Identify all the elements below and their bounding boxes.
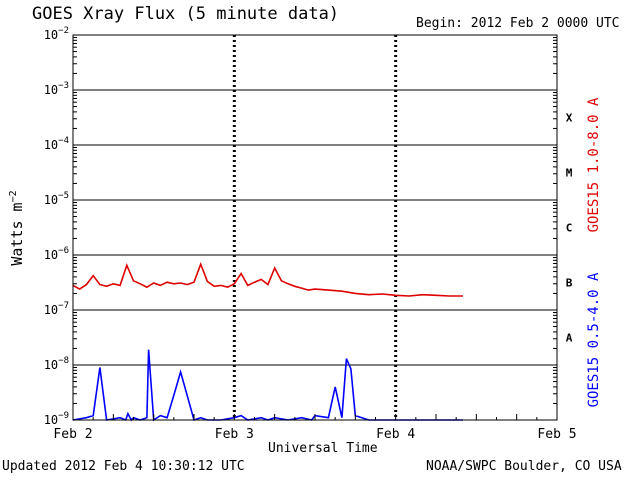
flare-class-label: C — [566, 222, 573, 235]
axes: 10−9 10−8 10−7 10−6 10−5 10−4 10−3 10−2 Feb 2 Feb… — [8, 26, 602, 442]
grid — [73, 35, 557, 420]
y-tick-label: 10−7 — [44, 301, 69, 317]
y-tick-label: 10−2 — [44, 26, 69, 42]
legend-label: GOES15 1.0-8.0 A — [586, 97, 602, 232]
y-tick-label: 10−5 — [44, 191, 69, 207]
flare-class-label: X — [566, 112, 573, 125]
x-tick-label: Feb 2 — [53, 427, 92, 442]
legend-label: GOES15 0.5-4.0 A — [586, 272, 602, 407]
x-axis-label: Universal Time — [268, 441, 378, 456]
y-tick-label: 10−3 — [44, 81, 69, 97]
flare-class-label: A — [566, 332, 573, 345]
series-group — [72, 261, 463, 422]
credit-line: NOAA/SWPC Boulder, CO USA — [426, 459, 622, 474]
y-tick-label: 10−9 — [44, 411, 69, 427]
x-tick-label: Feb 4 — [376, 427, 415, 442]
flare-class-label: B — [566, 277, 573, 290]
plot-frame — [72, 34, 558, 421]
y-axis-label: Watts m−2 — [8, 190, 26, 265]
x-tick-label: Feb 3 — [215, 427, 254, 442]
x-tick-label: Feb 5 — [537, 427, 576, 442]
y-tick-label: 10−8 — [44, 356, 69, 372]
y-tick-label: 10−6 — [44, 246, 69, 262]
flare-class-label: M — [566, 167, 573, 180]
updated-timestamp: Updated 2012 Feb 4 10:30:12 UTC — [2, 459, 245, 474]
y-tick-label: 10−4 — [44, 136, 69, 152]
series-line-long — [72, 261, 463, 297]
chart-title: GOES Xray Flux (5 minute data) — [32, 4, 340, 24]
begin-time: Begin: 2012 Feb 2 0000 UTC — [416, 16, 620, 31]
series-line-short — [72, 349, 463, 422]
